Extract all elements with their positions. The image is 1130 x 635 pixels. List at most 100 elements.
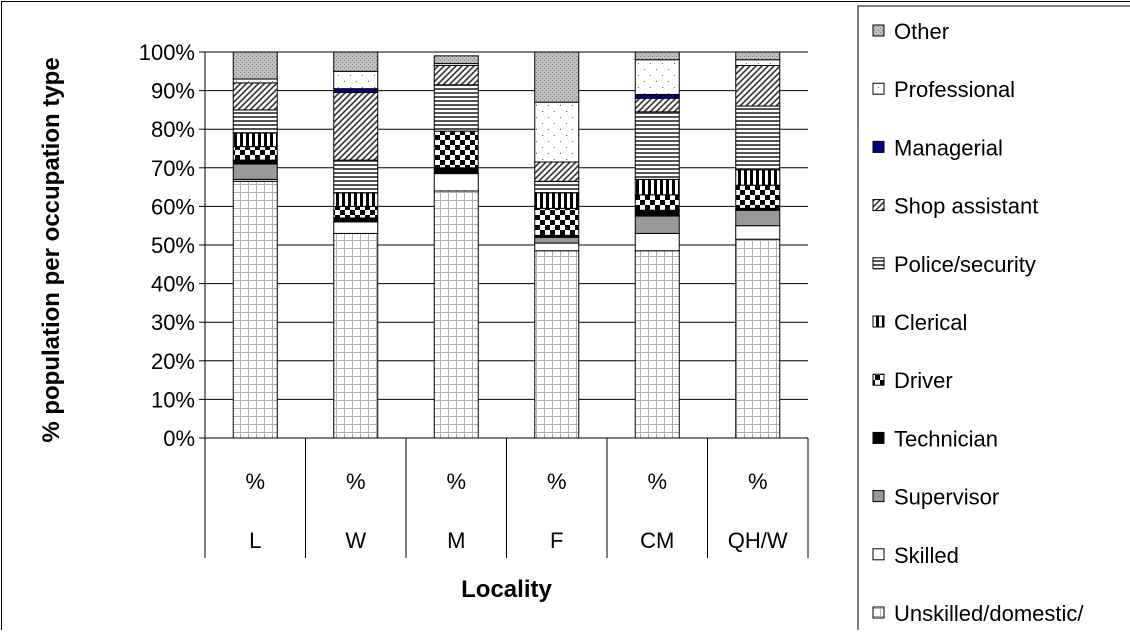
bar-segment-police-security bbox=[736, 106, 780, 170]
legend-label-unskilled-domestic: Unskilled/domestic/ bbox=[894, 601, 1084, 626]
legend-swatch-police-security bbox=[873, 258, 884, 269]
bar-segment-technician bbox=[434, 168, 478, 174]
bar-segment-clerical bbox=[736, 170, 780, 185]
category-label: F bbox=[550, 528, 563, 553]
y-tick-label: 70% bbox=[151, 156, 195, 181]
bar-segment-shop-assistant bbox=[535, 162, 579, 181]
bar-segment-shop-assistant bbox=[334, 93, 378, 161]
y-tick-label: 0% bbox=[163, 426, 195, 451]
bar-segment-driver bbox=[635, 195, 679, 210]
bar-segment-shop-assistant bbox=[635, 98, 679, 112]
legend-label-skilled: Skilled bbox=[894, 543, 959, 568]
bar-segment-managerial bbox=[635, 94, 679, 98]
bar-stack-cm bbox=[635, 52, 679, 438]
category-label: W bbox=[345, 528, 366, 553]
bar-segment-driver bbox=[535, 208, 579, 235]
y-tick-label: 90% bbox=[151, 79, 195, 104]
bar-segment-shop-assistant bbox=[233, 83, 277, 110]
bar-segment-other bbox=[434, 56, 478, 64]
bar-stack-qh-w bbox=[736, 52, 780, 438]
bar-segment-professional bbox=[635, 60, 679, 95]
bar-segment-police-security bbox=[233, 110, 277, 133]
y-tick-label: 30% bbox=[151, 310, 195, 335]
bar-segment-other bbox=[635, 52, 679, 60]
y-tick-label: 100% bbox=[139, 40, 195, 65]
x-axis-title: Locality bbox=[461, 576, 552, 603]
legend-swatch-driver bbox=[873, 374, 884, 385]
bar-segment-driver bbox=[334, 206, 378, 218]
bar-segment-other bbox=[535, 52, 579, 102]
legend-label-managerial: Managerial bbox=[894, 135, 1003, 160]
category-label: L bbox=[249, 528, 261, 553]
legend-swatch-other bbox=[873, 25, 884, 36]
bar-segment-unskilled-domestic bbox=[635, 251, 679, 438]
bar-segment-technician bbox=[233, 160, 277, 164]
bar-segment-unskilled-domestic bbox=[233, 181, 277, 438]
bar-segment-other bbox=[233, 52, 277, 79]
y-tick-label: 80% bbox=[151, 117, 195, 142]
bar-segment-professional bbox=[233, 79, 277, 83]
bar-stack-m bbox=[434, 56, 478, 438]
bar-segment-supervisor bbox=[233, 164, 277, 179]
bar-stack-f bbox=[535, 52, 579, 438]
legend-swatch-supervisor bbox=[873, 491, 884, 502]
bar-segment-police-security bbox=[334, 160, 378, 193]
bar-segment-supervisor bbox=[535, 237, 579, 243]
bar-segment-clerical bbox=[535, 193, 579, 208]
category-prefix-label: % bbox=[748, 469, 768, 494]
category-prefix-label: % bbox=[647, 469, 667, 494]
bar-segment-police-security bbox=[434, 85, 478, 131]
bar-segment-skilled bbox=[535, 243, 579, 251]
bar-segment-clerical bbox=[233, 133, 277, 147]
bar-segment-unskilled-domestic bbox=[434, 191, 478, 438]
legend-label-police-security: Police/security bbox=[894, 252, 1036, 277]
bar-segment-skilled bbox=[434, 174, 478, 191]
legend-swatch-shop-assistant bbox=[873, 200, 884, 211]
legend-label-shop-assistant: Shop assistant bbox=[894, 194, 1038, 219]
bar-segment-skilled bbox=[334, 222, 378, 234]
bar-segment-professional bbox=[736, 60, 780, 66]
bar-segment-other bbox=[334, 52, 378, 71]
y-axis-title: % population per occupation type bbox=[38, 57, 65, 442]
bar-segment-technician bbox=[334, 218, 378, 222]
legend-swatch-clerical bbox=[873, 316, 884, 327]
bar-segment-skilled bbox=[635, 233, 679, 250]
category-label: QH/W bbox=[728, 528, 788, 553]
bar-stack-w bbox=[334, 52, 378, 438]
bar-segment-unskilled-domestic bbox=[334, 233, 378, 438]
legend-swatch-managerial bbox=[873, 141, 884, 152]
legend-swatch-skilled bbox=[873, 549, 884, 560]
bar-segment-unskilled-domestic bbox=[736, 239, 780, 438]
bar-segment-driver bbox=[434, 131, 478, 168]
category-prefix-label: % bbox=[547, 469, 567, 494]
bar-segment-supervisor bbox=[736, 210, 780, 225]
bar-segment-skilled bbox=[736, 226, 780, 240]
bar-segment-driver bbox=[736, 185, 780, 208]
legend-label-other: Other bbox=[894, 19, 949, 44]
y-tick-label: 10% bbox=[151, 387, 195, 412]
bar-segment-shop-assistant bbox=[736, 66, 780, 107]
bar-segment-supervisor bbox=[635, 216, 679, 233]
bar-segment-professional bbox=[334, 71, 378, 88]
y-tick-label: 50% bbox=[151, 233, 195, 258]
legend-swatch-unskilled-domestic bbox=[873, 607, 884, 618]
legend-label-supervisor: Supervisor bbox=[894, 485, 999, 510]
y-tick-label: 60% bbox=[151, 194, 195, 219]
legend-label-clerical: Clerical bbox=[894, 310, 967, 335]
legend-swatch-technician bbox=[873, 432, 884, 443]
bar-segment-shop-assistant bbox=[434, 66, 478, 85]
bar-segment-professional bbox=[535, 102, 579, 162]
bar-segment-managerial bbox=[334, 89, 378, 93]
category-label: CM bbox=[640, 528, 674, 553]
bar-segment-unskilled-domestic bbox=[535, 251, 579, 438]
category-label: M bbox=[447, 528, 465, 553]
legend-label-driver: Driver bbox=[894, 368, 953, 393]
y-tick-label: 40% bbox=[151, 272, 195, 297]
category-prefix-label: % bbox=[346, 469, 366, 494]
bar-segment-other bbox=[736, 52, 780, 60]
bar-segment-clerical bbox=[334, 193, 378, 207]
legend-label-technician: Technician bbox=[894, 426, 998, 451]
bar-stack-l bbox=[233, 52, 277, 438]
